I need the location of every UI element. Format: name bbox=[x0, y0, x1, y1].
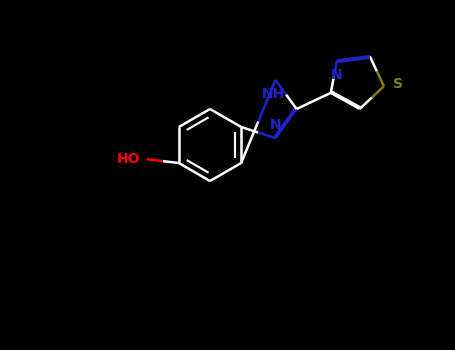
Text: NH: NH bbox=[261, 88, 284, 102]
Text: N: N bbox=[270, 118, 281, 132]
Text: S: S bbox=[393, 77, 403, 91]
Text: N: N bbox=[331, 68, 343, 82]
Text: HO: HO bbox=[117, 152, 141, 166]
